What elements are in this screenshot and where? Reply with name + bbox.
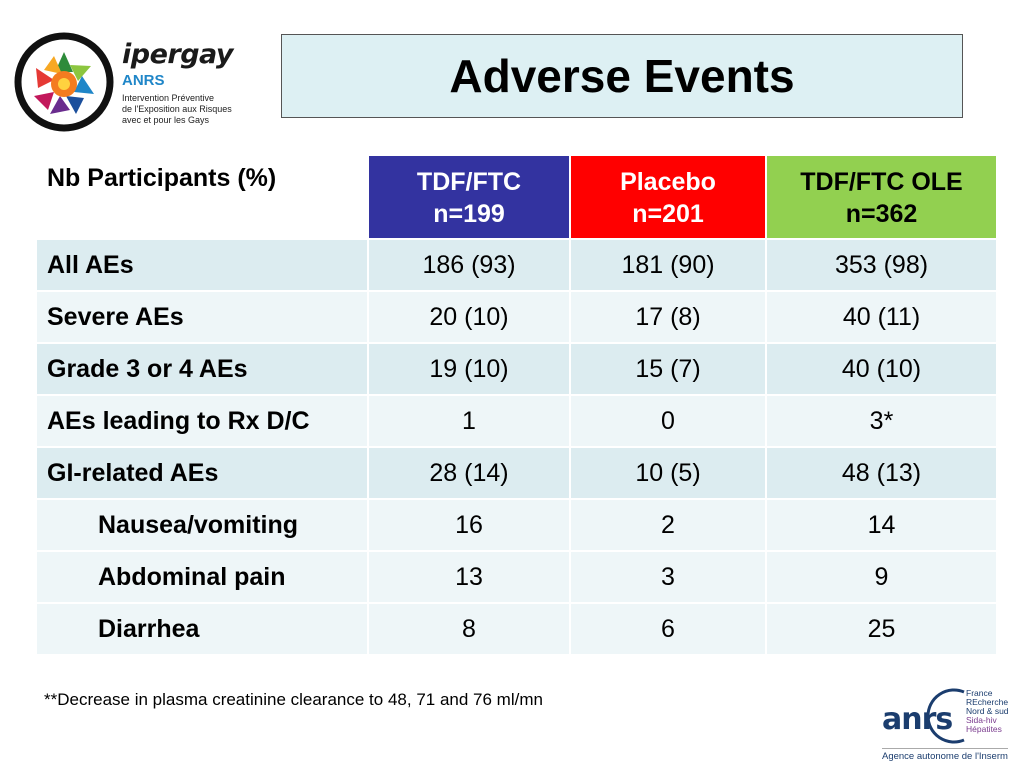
row-label: GI-related AEs <box>35 446 369 500</box>
row-label: Abdominal pain <box>35 550 369 604</box>
table-cell: 48 (13) <box>765 446 998 500</box>
table-cell: 6 <box>569 602 767 656</box>
table-cell: 3 <box>569 550 767 604</box>
table-cell: 9 <box>765 550 998 604</box>
table-header-row: Nb Participants (%) TDF/FTC n=199 Placeb… <box>35 154 998 240</box>
table-cell: 15 (7) <box>569 342 767 396</box>
table-cell: 2 <box>569 498 767 552</box>
row-label: Grade 3 or 4 AEs <box>35 342 369 396</box>
table-cell: 10 (5) <box>569 446 767 500</box>
ipergay-wordmark: ipergay <box>122 39 234 70</box>
table-cell: 40 (10) <box>765 342 998 396</box>
ipergay-emblem-icon <box>14 32 114 132</box>
anrs-wordmark: anrs <box>882 702 953 737</box>
anrs-arc-icon <box>926 688 965 744</box>
table-row: Grade 3 or 4 AEs 19 (10) 15 (7) 40 (10) <box>35 342 998 396</box>
anrs-label: ANRS <box>122 72 165 89</box>
table-row: Severe AEs 20 (10) 17 (8) 40 (11) <box>35 290 998 344</box>
table-row: Abdominal pain 13 3 9 <box>35 550 998 604</box>
table-cell: 25 <box>765 602 998 656</box>
ipergay-logo: ipergay ANRS Intervention Préventive de … <box>14 32 254 136</box>
column-header-tdf-ftc-ole: TDF/FTC OLE n=362 <box>765 154 998 240</box>
table-cell: 181 (90) <box>569 238 767 292</box>
table-cell: 0 <box>569 394 767 448</box>
table-cell: 13 <box>367 550 571 604</box>
table-cell: 17 (8) <box>569 290 767 344</box>
table-row: AEs leading to Rx D/C 1 0 3* <box>35 394 998 448</box>
column-header-tdf-ftc: TDF/FTC n=199 <box>367 154 571 240</box>
row-label: AEs leading to Rx D/C <box>35 394 369 448</box>
table-cell: 186 (93) <box>367 238 571 292</box>
anrs-logo: anrs France REcherche Nord & sud Sida-hi… <box>882 686 1022 762</box>
table-row: GI-related AEs 28 (14) 10 (5) 48 (13) <box>35 446 998 500</box>
anrs-tagline: Agence autonome de l'Inserm <box>882 748 1008 762</box>
table-row: All AEs 186 (93) 181 (90) 353 (98) <box>35 238 998 292</box>
adverse-events-table: Nb Participants (%) TDF/FTC n=199 Placeb… <box>35 154 998 656</box>
corner-header: Nb Participants (%) <box>35 154 369 240</box>
row-label: All AEs <box>35 238 369 292</box>
footnote: **Decrease in plasma creatinine clearanc… <box>44 690 543 709</box>
table-cell: 8 <box>367 602 571 656</box>
table-cell: 19 (10) <box>367 342 571 396</box>
row-label: Severe AEs <box>35 290 369 344</box>
table-cell: 40 (11) <box>765 290 998 344</box>
table-cell: 28 (14) <box>367 446 571 500</box>
column-header-placebo: Placebo n=201 <box>569 154 767 240</box>
table-cell: 353 (98) <box>765 238 998 292</box>
page-title: Adverse Events <box>449 50 795 102</box>
table-cell: 16 <box>367 498 571 552</box>
anrs-description: France REcherche Nord & sud Sida-hiv Hép… <box>966 688 1009 734</box>
table-row: Nausea/vomiting 16 2 14 <box>35 498 998 552</box>
row-label: Diarrhea <box>35 602 369 656</box>
table-cell: 3* <box>765 394 998 448</box>
table-cell: 20 (10) <box>367 290 571 344</box>
title-box: Adverse Events <box>281 34 963 118</box>
row-label: Nausea/vomiting <box>35 498 369 552</box>
logo-description: Intervention Préventive de l'Exposition … <box>122 93 232 125</box>
table-row: Diarrhea 8 6 25 <box>35 602 998 656</box>
table-cell: 1 <box>367 394 571 448</box>
table-cell: 14 <box>765 498 998 552</box>
